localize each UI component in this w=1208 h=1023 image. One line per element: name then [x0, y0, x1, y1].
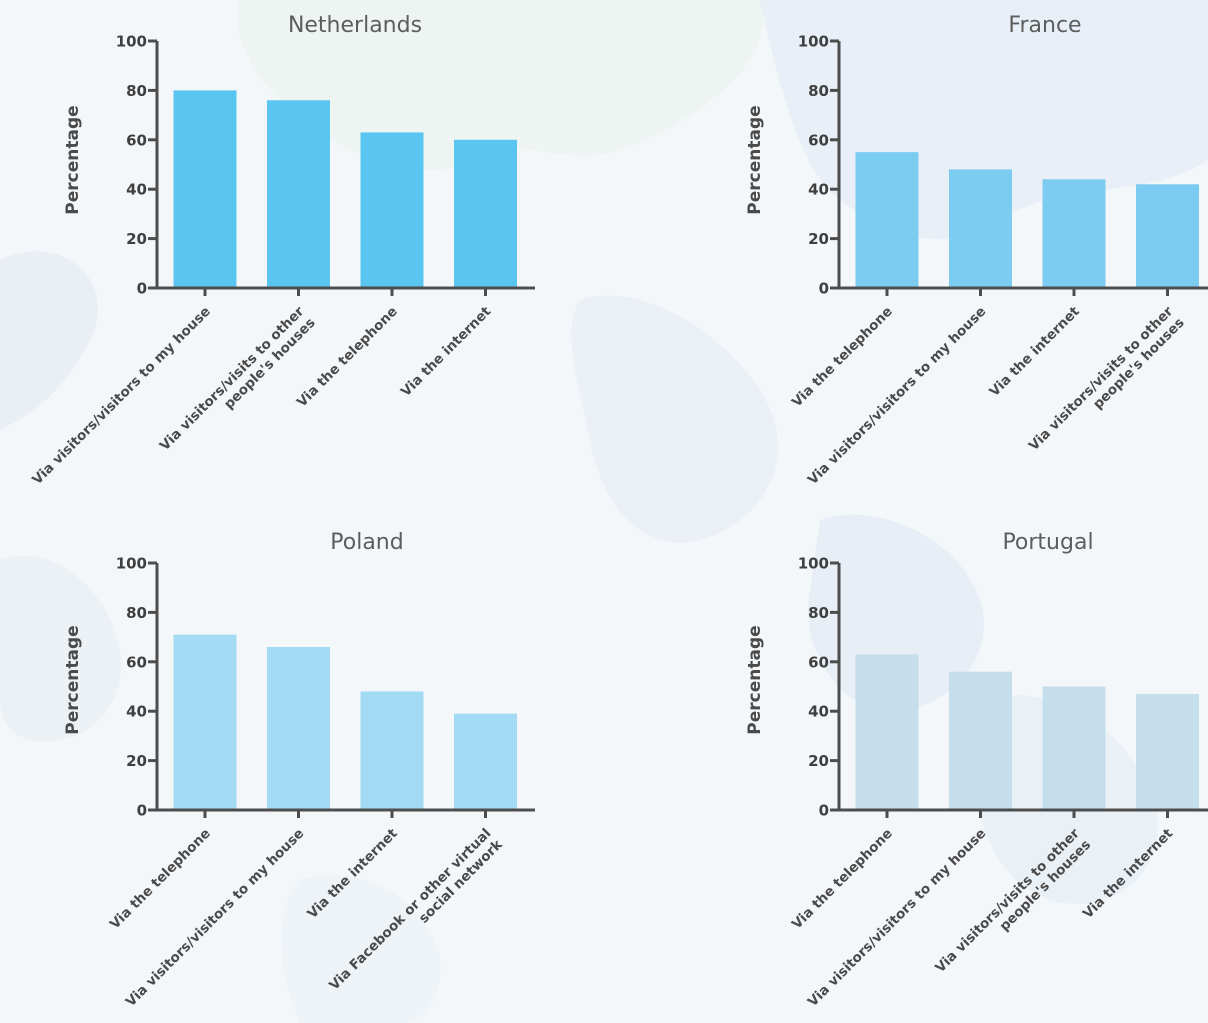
bar — [360, 691, 424, 810]
x-tick-label: Via the telephone — [789, 304, 896, 411]
x-tick-label-line: Via the internet — [304, 825, 401, 922]
bar — [949, 169, 1012, 288]
y-tick-label: 60 — [808, 653, 829, 671]
x-tick-label-line: Via visitors/visitors to my house — [805, 826, 990, 1011]
y-tick-label: 80 — [808, 604, 829, 622]
bar — [360, 132, 424, 288]
y-tick-label: 20 — [126, 230, 147, 248]
y-axis-label: Percentage — [745, 105, 765, 214]
y-axis-label: Percentage — [63, 625, 83, 734]
y-tick-label: 60 — [126, 653, 147, 671]
bar — [267, 100, 330, 288]
x-tick-label-line: Via the internet — [398, 303, 495, 400]
x-tick-label: Via visitors/visitors to my house — [123, 826, 308, 1011]
bar — [1136, 184, 1199, 288]
chart-title: Portugal — [1002, 530, 1093, 555]
x-tick-label: Via the internet — [304, 825, 401, 922]
chart-panel-1: France Percentage 0 20 40 60 80 100 Via the tele… — [745, 13, 1208, 488]
x-tick-label-line: Via visitors/visitors to my house — [123, 826, 308, 1011]
chart-panel-0: Netherlands Percentage 0 20 40 60 80 100 Via vis… — [29, 13, 535, 488]
chart-title: France — [1008, 13, 1081, 38]
y-tick-label: 80 — [808, 82, 829, 100]
bar — [267, 646, 330, 810]
bar — [1042, 686, 1106, 810]
y-tick-label: 60 — [126, 131, 147, 149]
bar — [1042, 179, 1106, 288]
y-tick-label: 60 — [808, 131, 829, 149]
bar — [855, 654, 919, 810]
y-tick-label: 100 — [798, 33, 829, 51]
y-tick-label: 20 — [126, 752, 147, 770]
y-tick-label: 80 — [126, 82, 147, 100]
chart-panel-2: Poland Percentage 0 20 40 60 80 100 Via the tele… — [63, 530, 535, 1010]
y-tick-label: 40 — [808, 703, 829, 721]
y-axis-label: Percentage — [63, 105, 83, 214]
bar — [855, 152, 919, 288]
x-tick-label: Via the telephone — [789, 826, 896, 933]
x-tick-label-line: Via the internet — [986, 303, 1083, 400]
y-tick-label: 80 — [126, 604, 147, 622]
x-tick-label: Via the telephone — [107, 826, 214, 933]
chart-title: Netherlands — [288, 13, 422, 38]
chart-title: Poland — [330, 530, 403, 555]
x-tick-label: Via visitors/visitors to my house — [805, 304, 990, 489]
y-axis-label: Percentage — [745, 625, 765, 734]
y-tick-label: 100 — [798, 555, 829, 573]
x-tick-label-line: Via the telephone — [107, 826, 214, 933]
y-tick-label: 0 — [819, 280, 829, 298]
bar — [949, 671, 1012, 810]
y-tick-label: 20 — [808, 230, 829, 248]
bar — [454, 713, 517, 810]
x-tick-label-line: Via the internet — [1080, 825, 1177, 922]
x-tick-label-line: Via visitors/visitors to my house — [805, 304, 990, 489]
bar — [454, 139, 517, 288]
x-tick-label-line: Via the telephone — [789, 826, 896, 933]
x-tick-label: Via the internet — [1080, 825, 1177, 922]
x-tick-label-line: Via Facebook or other virtual — [326, 826, 494, 994]
chart-panel-3: Portugal Percentage 0 20 40 60 80 100 Via the te… — [745, 530, 1208, 1010]
bar — [173, 90, 237, 289]
y-tick-label: 100 — [116, 555, 147, 573]
y-tick-label: 0 — [137, 802, 147, 820]
x-tick-label-line: Via visitors/visitors to my house — [29, 304, 214, 489]
y-tick-label: 40 — [808, 181, 829, 199]
x-tick-label: Via Facebook or other virtualsocial netw… — [326, 825, 506, 1005]
x-tick-label: Via the internet — [398, 303, 495, 400]
y-tick-label: 40 — [126, 181, 147, 199]
y-tick-label: 0 — [819, 802, 829, 820]
x-tick-label: Via the internet — [986, 303, 1083, 400]
x-tick-label: Via visitors/visitors to my house — [29, 304, 214, 489]
x-tick-label: Via visitors/visitors to my house — [805, 826, 990, 1011]
bar — [1136, 693, 1199, 810]
y-tick-label: 20 — [808, 752, 829, 770]
x-tick-label-line: Via the telephone — [789, 304, 896, 411]
y-tick-label: 40 — [126, 703, 147, 721]
y-tick-label: 100 — [116, 33, 147, 51]
y-tick-label: 0 — [137, 280, 147, 298]
bar — [173, 634, 237, 810]
